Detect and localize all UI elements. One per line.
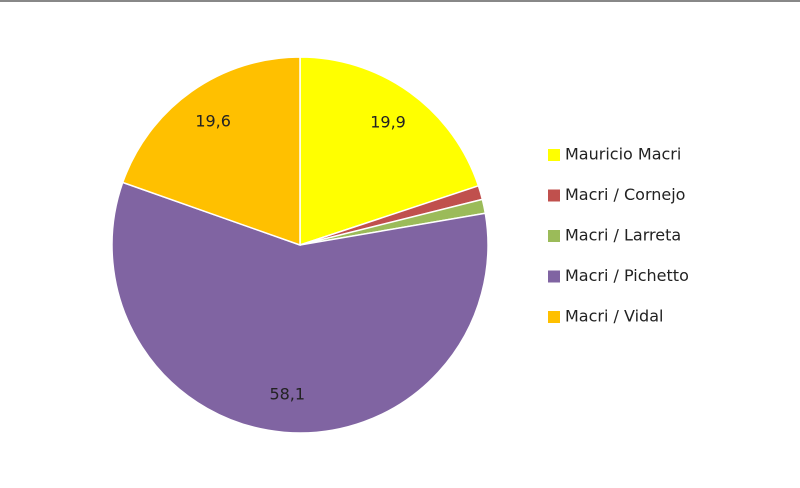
legend-label: Macri / Pichetto xyxy=(565,266,689,285)
data-label: 58,1 xyxy=(269,384,305,403)
legend-label: Macri / Larreta xyxy=(565,226,681,245)
legend-label: Macri / Cornejo xyxy=(565,185,685,204)
legend-label: Mauricio Macri xyxy=(565,145,681,164)
pie-slice xyxy=(121,56,301,247)
pie-slice xyxy=(299,56,480,247)
legend-label: Macri / Vidal xyxy=(565,307,663,326)
data-label: 19,6 xyxy=(195,112,231,131)
data-label: 19,9 xyxy=(370,113,406,132)
legend-swatch xyxy=(548,189,560,202)
legend-swatch xyxy=(548,311,560,323)
pie-slice xyxy=(111,181,489,434)
legend-swatch xyxy=(548,149,560,161)
legend-swatch xyxy=(548,270,560,283)
legend-swatch xyxy=(548,230,560,242)
